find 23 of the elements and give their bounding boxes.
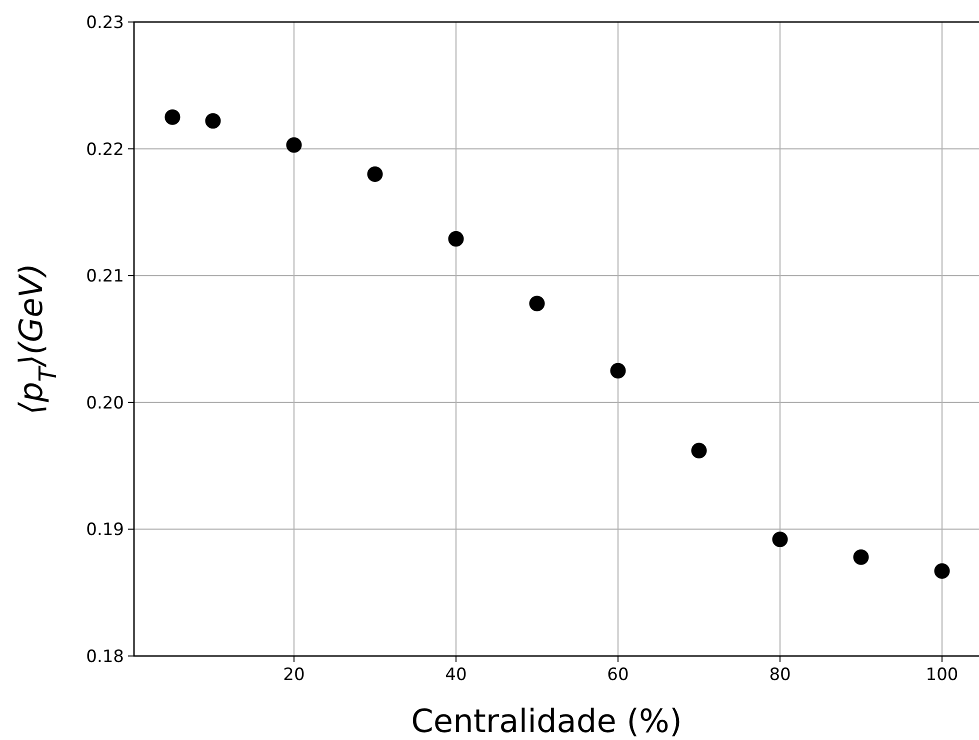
- x-tick-label: 20: [283, 665, 305, 685]
- point: [691, 442, 707, 458]
- point: [448, 231, 464, 247]
- x-tick-label: 40: [445, 665, 467, 685]
- point: [610, 362, 626, 378]
- x-tick-label: 100: [926, 665, 958, 685]
- point: [934, 563, 950, 579]
- point: [205, 113, 221, 129]
- point: [772, 532, 788, 548]
- x-tick-label: 60: [607, 665, 629, 685]
- y-tick-label: 0.20: [86, 393, 124, 414]
- point: [164, 109, 180, 125]
- x-axis-title: Centralidade (%): [411, 702, 682, 740]
- point: [529, 296, 545, 312]
- y-tick-label: 0.21: [86, 266, 124, 287]
- point: [367, 166, 383, 182]
- y-tick-label: 0.18: [86, 646, 124, 667]
- x-tick-label: 80: [769, 665, 791, 685]
- y-tick-label: 0.19: [86, 520, 124, 540]
- y-tick-label: 0.23: [86, 12, 124, 33]
- point: [286, 137, 302, 153]
- point: [853, 549, 869, 565]
- y-tick-label: 0.22: [86, 140, 124, 160]
